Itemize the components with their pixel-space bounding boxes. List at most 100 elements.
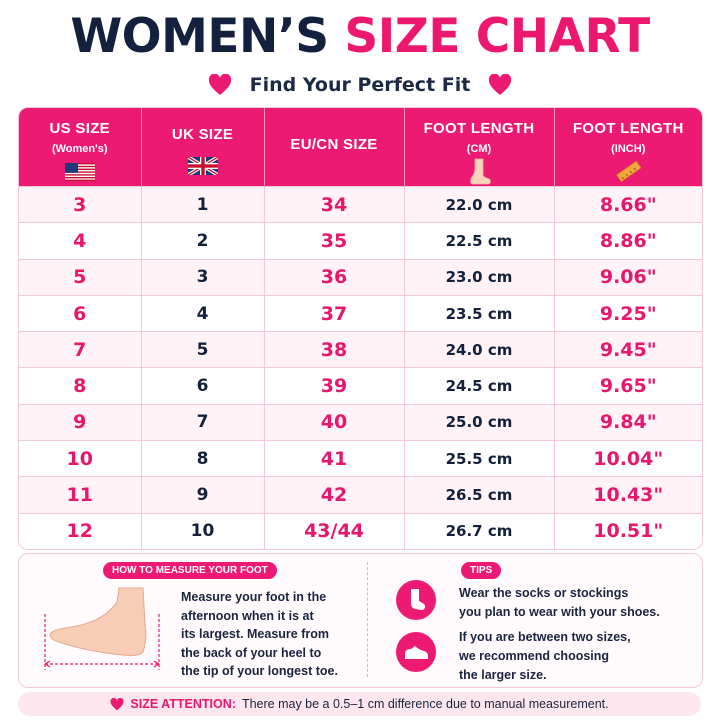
header-eu-size: EU/CN SIZE — [264, 108, 405, 187]
us-size-cell: 6 — [19, 294, 142, 332]
foot-length-inch-cell: 9.06" — [554, 258, 702, 296]
uk-size-cell: 9 — [141, 476, 265, 514]
attention-label: SIZE ATTENTION: — [130, 697, 236, 711]
attention-text: There may be a 0.5–1 cm difference due t… — [241, 697, 609, 711]
us-size-cell: 9 — [19, 403, 142, 441]
us-size-cell: 10 — [19, 440, 142, 477]
us-size-cell: 4 — [19, 222, 142, 260]
sock-icon — [396, 580, 436, 620]
eu-size-cell: 36 — [264, 258, 405, 296]
table-row: 7 5 38 24.0 cm 9.45" — [19, 331, 702, 368]
foot-length-cm-cell: 26.7 cm — [404, 512, 555, 549]
foot-length-cm-cell: 23.5 cm — [404, 294, 555, 332]
uk-size-cell: 3 — [141, 258, 265, 296]
table-row: 4 2 35 22.5 cm 8.86" — [19, 222, 702, 260]
table-row: 12 10 43/44 26.7 cm 10.51" — [19, 512, 702, 549]
uk-size-cell: 10 — [141, 512, 265, 549]
foot-length-cm-cell: 22.5 cm — [404, 222, 555, 260]
us-size-cell: 12 — [19, 512, 142, 549]
tip-line: we recommend choosing — [459, 649, 610, 663]
heart-icon — [208, 74, 232, 96]
subtitle-row: Find Your Perfect Fit — [0, 70, 720, 100]
foot-length-inch-cell: 9.45" — [554, 331, 702, 368]
uk-flag-icon — [187, 157, 218, 175]
eu-size-cell: 41 — [264, 440, 405, 477]
tip-line: the larger size. — [459, 668, 547, 682]
uk-size-cell: 6 — [141, 367, 265, 405]
divider — [367, 562, 368, 677]
foot-length-cm-cell: 24.0 cm — [404, 331, 555, 368]
title-part-2: SIZE CHART — [344, 9, 650, 64]
foot-length-cm-cell: 26.5 cm — [404, 476, 555, 514]
foot-length-inch-cell: 10.51" — [554, 512, 702, 549]
eu-size-cell: 37 — [264, 294, 405, 332]
measure-line: the back of your heel to — [181, 645, 322, 660]
header-label: FOOT LENGTH — [572, 120, 684, 137]
eu-size-cell: 43/44 — [264, 512, 405, 549]
foot-measure-illustration — [44, 587, 160, 670]
eu-size-cell: 39 — [264, 367, 405, 405]
info-panel: HOW TO MEASURE YOUR FOOT Measure your fo… — [18, 553, 703, 688]
size-table: US SIZE (Women's) UK SIZE — [18, 107, 703, 550]
uk-size-cell: 4 — [141, 294, 265, 332]
heart-icon — [488, 74, 512, 96]
header-label: UK SIZE — [171, 126, 234, 143]
table-row: 9 7 40 25.0 cm 9.84" — [19, 403, 702, 441]
tips-badge: TIPS — [461, 562, 502, 579]
table-row: 5 3 36 23.0 cm 9.06" — [19, 258, 702, 296]
header-label: US SIZE — [49, 120, 110, 137]
foot-length-cm-cell: 24.5 cm — [404, 367, 555, 405]
table-row: 3 1 34 22.0 cm 8.66" — [19, 185, 702, 223]
uk-size-cell: 2 — [141, 222, 265, 260]
foot-length-cm-cell: 23.0 cm — [404, 258, 555, 296]
uk-size-cell: 8 — [141, 440, 265, 477]
ruler-icon — [616, 160, 642, 183]
measure-badge: HOW TO MEASURE YOUR FOOT — [103, 562, 277, 579]
us-size-cell: 7 — [19, 331, 142, 368]
foot-length-inch-cell: 9.65" — [554, 367, 702, 405]
foot-length-inch-cell: 10.43" — [554, 476, 702, 514]
foot-length-cm-cell: 25.0 cm — [404, 403, 555, 441]
header-us-size: US SIZE (Women's) — [19, 108, 142, 187]
table-row: 6 4 37 23.5 cm 9.25" — [19, 294, 702, 332]
measure-line: the tip of your longest toe. — [181, 664, 338, 678]
eu-size-cell: 38 — [264, 331, 405, 368]
title-part-1: WOMEN’S — [70, 9, 329, 64]
us-flag-icon — [64, 163, 95, 181]
tip-1: Wear the socks or stockings you plan to … — [459, 584, 699, 622]
page-title: WOMEN’S SIZE CHART — [0, 8, 720, 66]
size-attention-bar: SIZE ATTENTION: There may be a 0.5–1 cm … — [18, 692, 701, 716]
foot-length-inch-cell: 9.84" — [554, 403, 702, 441]
foot-length-inch-cell: 9.25" — [554, 294, 702, 332]
header-uk-size: UK SIZE — [141, 108, 265, 187]
measure-line: afternoon when it is at — [181, 608, 314, 623]
table-row: 11 9 42 26.5 cm 10.43" — [19, 476, 702, 514]
us-size-cell: 8 — [19, 367, 142, 405]
table-row: 8 6 39 24.5 cm 9.65" — [19, 367, 702, 405]
header-sublabel: (INCH) — [611, 143, 646, 155]
uk-size-cell: 7 — [141, 403, 265, 441]
eu-size-cell: 40 — [264, 403, 405, 441]
foot-icon — [470, 158, 491, 185]
header-foot-length-cm: FOOT LENGTH (CM) — [404, 108, 555, 187]
header-sublabel: (Women's) — [51, 143, 108, 155]
eu-size-cell: 34 — [264, 185, 405, 223]
foot-length-cm-cell: 22.0 cm — [404, 185, 555, 223]
tip-line: you plan to wear with your shoes. — [459, 605, 660, 619]
us-size-cell: 11 — [19, 476, 142, 514]
measure-line: its largest. Measure from — [181, 627, 329, 641]
us-size-cell: 3 — [19, 185, 142, 223]
eu-size-cell: 35 — [264, 222, 405, 260]
heart-icon — [110, 697, 124, 710]
foot-length-inch-cell: 8.66" — [554, 185, 702, 223]
header-label: FOOT LENGTH — [423, 120, 535, 137]
foot-length-cm-cell: 25.5 cm — [404, 440, 555, 477]
eu-size-cell: 42 — [264, 476, 405, 514]
shoe-icon — [396, 632, 436, 672]
measure-instructions: Measure your foot in the afternoon when … — [181, 588, 371, 681]
header-label: EU/CN SIZE — [290, 136, 378, 153]
tip-line: If you are between two sizes, — [459, 630, 631, 644]
subtitle: Find Your Perfect Fit — [249, 74, 471, 96]
tip-2: If you are between two sizes, we recomme… — [459, 628, 699, 685]
header-sublabel: (CM) — [466, 143, 492, 155]
